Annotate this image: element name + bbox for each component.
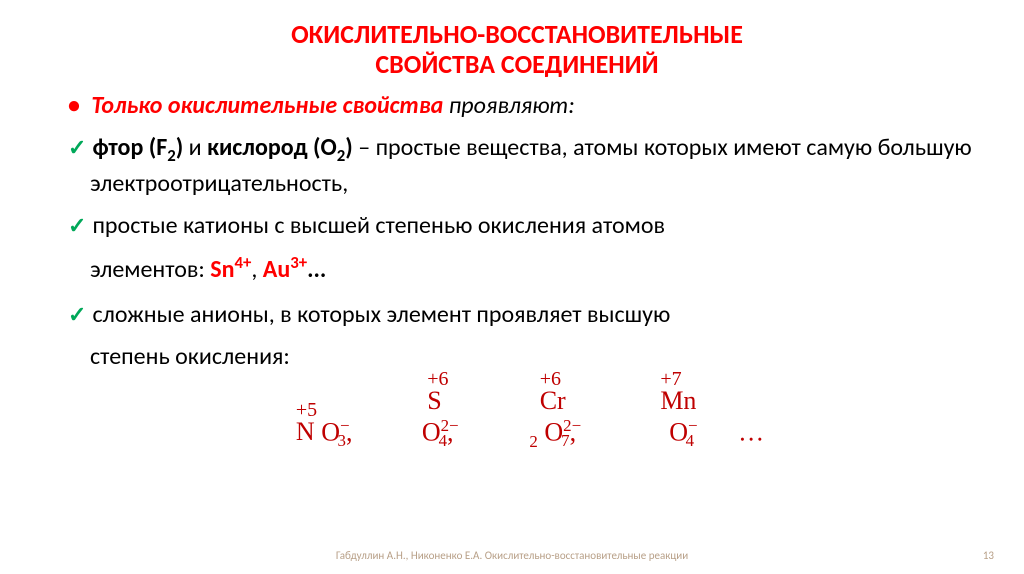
check-line-3b: степень окисления:	[60, 341, 974, 373]
check-icon: ✓	[68, 301, 86, 328]
c2-line2a: элементов:	[90, 255, 210, 284]
check-icon: ✓	[68, 134, 86, 161]
formula-so4: +6S O2−4,	[408, 386, 461, 452]
check-line-2b: элементов: Sn4+, Au3+...	[60, 252, 974, 286]
formula-row: +5N O−3, +6S O2−4, +6Cr2 O2−7, +7Mn O−4 …	[60, 386, 974, 452]
check-line-3: ✓сложные анионы, в которых элемент прояв…	[60, 299, 974, 331]
bullet-icon: •	[68, 91, 80, 120]
c1-sub2: 2	[337, 145, 346, 166]
formula-cr2o7: +6Cr2 O2−7,	[516, 386, 589, 452]
c2-sn-sup: 4+	[235, 252, 252, 273]
page-number: 13	[983, 549, 994, 562]
bullet1-emph: Только окислительные свойства	[91, 91, 443, 120]
formula-no3: +5N O−3,	[296, 416, 353, 452]
title-line-1: ОКИСЛИТЕЛЬНО-ВОССТАНОВИТЕЛЬНЫЕ	[291, 18, 743, 50]
bullet1-rest: проявляют:	[443, 91, 574, 120]
c1-t2: )	[176, 133, 189, 162]
footer-text: Габдуллин А.Н., Никоненко Е.А. Окислител…	[0, 549, 1024, 562]
c2-dots: ...	[307, 255, 326, 284]
formula-mno4: +7Mn O−4	[645, 386, 712, 452]
c2-comma: ,	[251, 255, 262, 284]
check-line-1: ✓фтор (F2) и кислород (О2) – простые вещ…	[60, 132, 974, 200]
c2-au: Au	[263, 255, 290, 284]
c1-sub1: 2	[167, 145, 176, 166]
check-icon: ✓	[68, 212, 86, 239]
c1-and: и	[189, 133, 207, 162]
c1-t4: )	[345, 133, 358, 162]
formula-dots: …	[738, 417, 764, 446]
title-line-2: СВОЙСТВА СОЕДИНЕНИЙ	[375, 48, 658, 80]
c3-line2: степень окисления:	[90, 342, 290, 371]
c2-line1: простые катионы с высшей степенью окисле…	[92, 211, 665, 240]
c2-au-sup: 3+	[290, 252, 307, 273]
c3-line1: сложные анионы, в которых элемент проявл…	[92, 300, 670, 329]
c1-t1: фтор (F	[92, 133, 167, 162]
slide-title: ОКИСЛИТЕЛЬНО-ВОССТАНОВИТЕЛЬНЫЕ СВОЙСТВА …	[60, 20, 974, 80]
check-line-2: ✓простые катионы с высшей степенью окисл…	[60, 210, 974, 242]
bullet-line-1: • Только окислительные свойства проявляю…	[60, 90, 974, 122]
c1-t3: кислород (О	[207, 133, 337, 162]
c2-sn: Sn	[210, 255, 234, 284]
